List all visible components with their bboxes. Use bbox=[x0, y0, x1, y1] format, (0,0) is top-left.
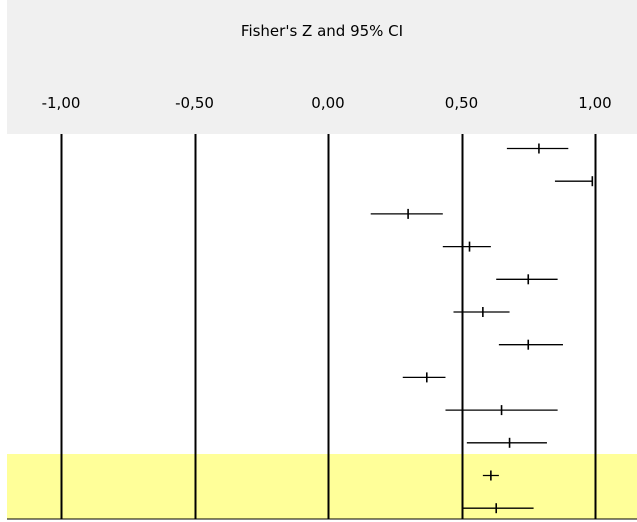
ci-mark bbox=[442, 241, 491, 252]
ci-mark bbox=[402, 372, 446, 383]
chart-title: Fisher's Z and 95% CI bbox=[240, 22, 404, 40]
ci-mark bbox=[482, 470, 499, 481]
chart-header-band bbox=[7, 0, 637, 134]
x-tick-label: 1,00 bbox=[578, 94, 611, 112]
summary-band bbox=[7, 454, 637, 519]
x-tick-labels: -1,00 -0,50 0,00 0,50 1,00 bbox=[42, 94, 612, 112]
x-tick-label: 0,50 bbox=[445, 94, 478, 112]
ci-mark bbox=[498, 339, 563, 350]
x-tick-label: -0,50 bbox=[175, 94, 214, 112]
ci-mark bbox=[370, 208, 443, 219]
ci-mark bbox=[466, 437, 547, 448]
x-tick-label: 0,00 bbox=[311, 94, 344, 112]
ci-mark bbox=[453, 307, 510, 317]
vertical-gridlines bbox=[60, 134, 597, 519]
ci-mark bbox=[445, 405, 558, 416]
ci-mark bbox=[461, 503, 534, 514]
x-tick-label: -1,00 bbox=[42, 94, 81, 112]
ci-mark bbox=[506, 143, 569, 154]
ci-mark bbox=[496, 274, 558, 285]
ci-mark bbox=[554, 176, 594, 187]
ci-marks bbox=[370, 143, 594, 514]
